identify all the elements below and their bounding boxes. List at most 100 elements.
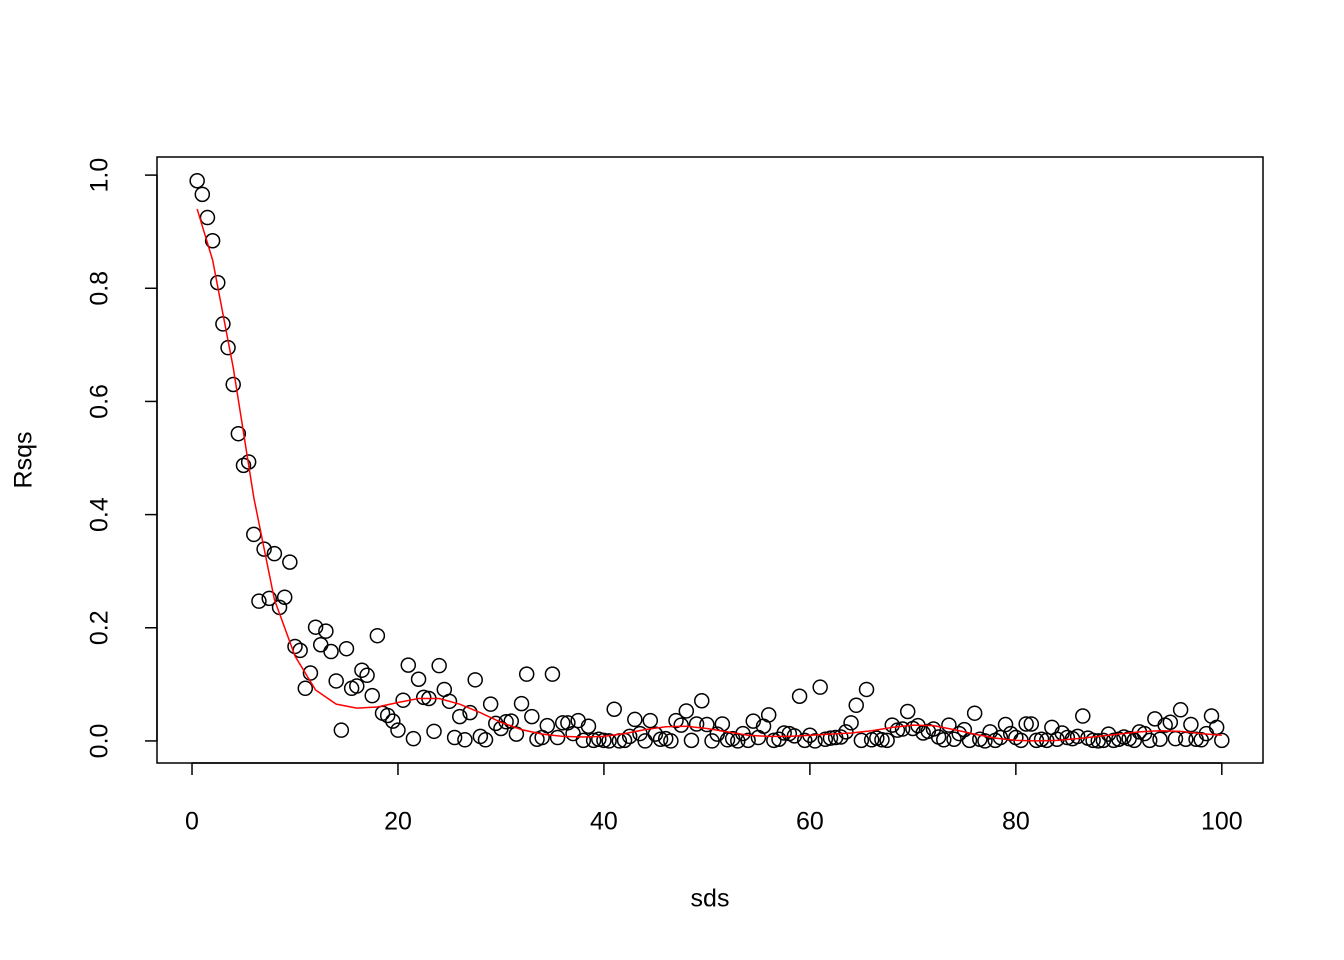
point <box>199 209 216 226</box>
point <box>1069 728 1086 745</box>
point <box>627 711 643 728</box>
point <box>194 186 211 203</box>
point <box>699 716 715 733</box>
point <box>323 643 339 660</box>
point <box>1075 708 1091 724</box>
point <box>539 717 556 734</box>
point <box>833 729 849 745</box>
point <box>606 701 622 717</box>
point <box>843 715 859 731</box>
x-tick-label: 60 <box>796 808 824 836</box>
point <box>524 708 540 725</box>
point <box>230 425 247 442</box>
point <box>678 703 695 719</box>
point <box>601 733 617 749</box>
point <box>874 732 890 748</box>
point <box>276 589 293 605</box>
x-tick-label: 100 <box>1201 808 1243 836</box>
point <box>307 619 324 635</box>
y-tick-label: 0.0 <box>86 724 114 759</box>
x-tick-label: 40 <box>590 808 618 836</box>
point <box>426 723 442 740</box>
point <box>189 173 205 189</box>
x-tick-label: 80 <box>1002 808 1030 836</box>
point <box>936 732 952 748</box>
plot-box <box>156 156 1264 764</box>
point <box>282 554 298 570</box>
point <box>575 732 592 749</box>
point <box>941 717 957 733</box>
point <box>462 704 478 721</box>
point <box>359 667 375 684</box>
point <box>457 732 473 748</box>
point <box>1085 732 1101 749</box>
point <box>1059 729 1076 746</box>
point <box>694 693 710 709</box>
y-axis-label: Rsqs <box>10 432 38 489</box>
y-tick-label: 0.8 <box>86 271 114 306</box>
point <box>410 671 427 688</box>
point <box>812 679 828 695</box>
point <box>482 696 499 712</box>
point <box>503 713 519 729</box>
point <box>405 730 422 747</box>
point <box>853 732 870 749</box>
point <box>760 707 777 723</box>
point <box>791 688 808 704</box>
point <box>858 681 875 698</box>
point <box>899 703 916 720</box>
point <box>415 689 432 706</box>
point <box>740 732 756 749</box>
point <box>848 697 864 714</box>
point <box>400 657 417 673</box>
point <box>884 717 901 733</box>
point <box>642 712 659 729</box>
point <box>966 705 983 721</box>
point <box>889 722 906 738</box>
point <box>580 718 597 734</box>
point <box>266 545 283 562</box>
y-tick-label: 0.4 <box>86 497 114 532</box>
point <box>621 728 638 745</box>
fit-line <box>196 208 1222 742</box>
point <box>549 729 566 746</box>
point <box>688 716 705 732</box>
point <box>1018 716 1034 732</box>
point <box>776 725 792 741</box>
point <box>683 732 700 749</box>
point <box>1183 716 1199 733</box>
point <box>822 730 839 746</box>
point <box>570 712 586 729</box>
point <box>668 712 684 729</box>
point <box>261 590 277 607</box>
point <box>467 672 483 688</box>
point <box>431 657 447 674</box>
point <box>1141 732 1158 749</box>
point <box>452 708 468 725</box>
point <box>338 640 355 657</box>
y-tick-label: 0.2 <box>86 610 114 645</box>
point <box>1162 714 1179 731</box>
point <box>390 722 406 738</box>
point <box>544 666 561 682</box>
point <box>745 713 762 729</box>
point <box>1147 711 1163 727</box>
point <box>379 707 396 724</box>
point <box>817 731 834 747</box>
point <box>796 732 813 749</box>
point <box>349 678 365 694</box>
point <box>647 726 664 742</box>
point <box>369 627 386 644</box>
point <box>565 725 581 742</box>
point <box>302 665 319 681</box>
point <box>441 693 458 710</box>
x-tick-label: 20 <box>384 808 412 836</box>
point <box>1172 702 1189 718</box>
point <box>477 732 494 748</box>
point <box>807 733 823 749</box>
point <box>385 713 401 729</box>
point <box>446 729 463 746</box>
y-tick-label: 0.6 <box>86 384 114 419</box>
point <box>333 722 350 738</box>
